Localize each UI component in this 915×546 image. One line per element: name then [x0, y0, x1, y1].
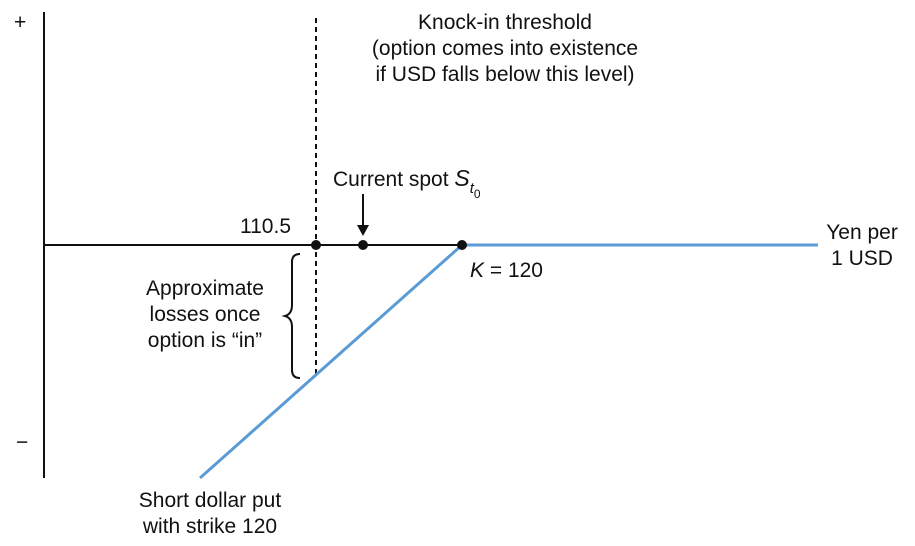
strike-symbol: K [470, 259, 485, 282]
threshold-title: Knock-in threshold (option comes into ex… [340, 10, 670, 88]
threshold-value-label: 110.5 [240, 215, 291, 238]
strike-value: = 120 [484, 259, 543, 282]
x-axis-label-line1: Yen per [826, 221, 898, 244]
losses-label-line1: Approximate [146, 277, 264, 300]
x-axis-label: Yen per 1 USD [812, 220, 912, 272]
x-axis-label-line2: 1 USD [831, 247, 893, 270]
payoff-label: Short dollar put with strike 120 [100, 488, 320, 540]
spot-subscript: t [469, 180, 474, 197]
spot-symbol: S [454, 165, 470, 191]
spot-point [358, 240, 368, 250]
spot-arrow-head [357, 225, 369, 236]
payoff-sloped-segment [199, 243, 463, 480]
threshold-title-line1: Knock-in threshold [418, 11, 592, 34]
threshold-title-line2: (option comes into existence [371, 37, 639, 60]
threshold-point [311, 240, 321, 250]
plus-sign: + [14, 11, 27, 34]
losses-label-line2: losses once [149, 303, 261, 326]
strike-label: K = 120 [470, 258, 543, 284]
losses-brace [281, 253, 301, 379]
spot-sub-subscript: 0 [473, 187, 481, 201]
payoff-label-line1: Short dollar put [138, 489, 282, 512]
losses-label-line3: option is “in” [147, 329, 263, 352]
losses-label: Approximate losses once option is “in” [130, 276, 280, 354]
strike-point [457, 240, 467, 250]
spot-label: Current spot St0 [333, 165, 481, 201]
payoff-label-line2: with strike 120 [142, 515, 278, 538]
minus-sign: − [16, 431, 29, 454]
threshold-title-line3: if USD falls below this level) [375, 63, 635, 86]
spot-label-text: Current spot [333, 168, 455, 191]
